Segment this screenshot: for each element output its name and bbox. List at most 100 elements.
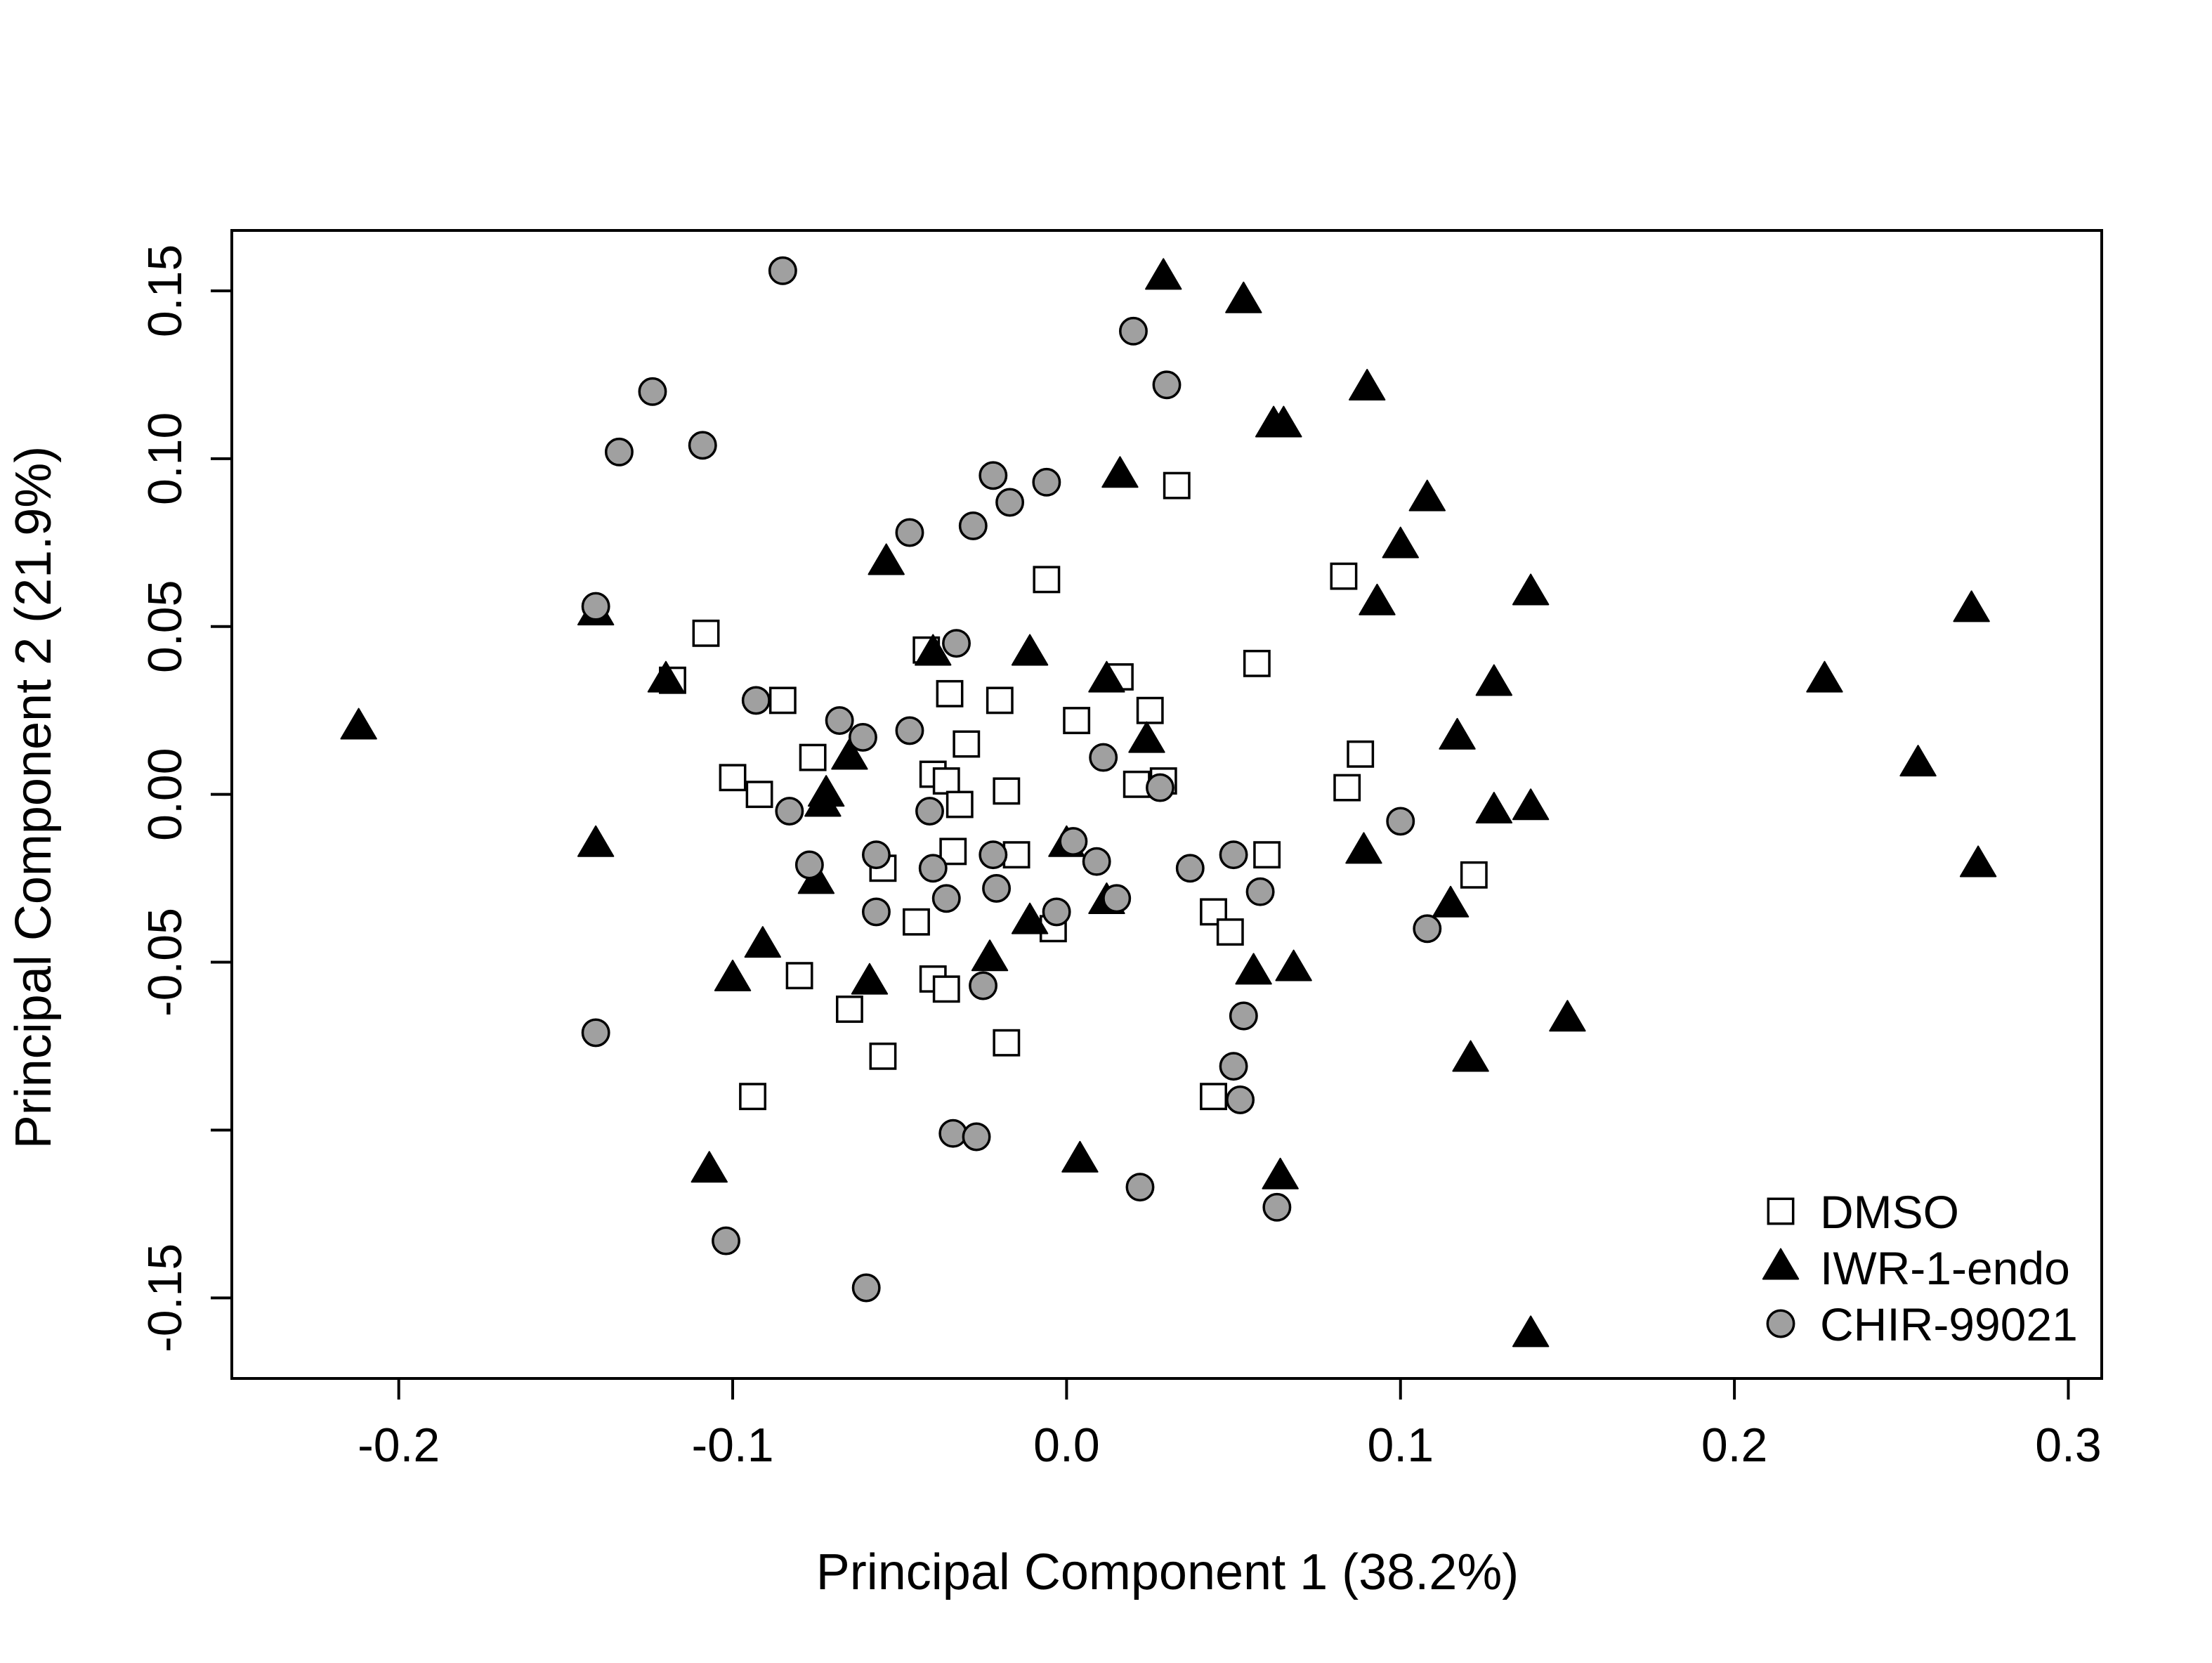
data-point — [794, 850, 824, 880]
data-point — [915, 797, 944, 826]
data-point — [1102, 884, 1132, 913]
data-point — [688, 431, 717, 460]
data-point — [712, 1226, 740, 1256]
y-tick-label: 0.15 — [138, 244, 192, 337]
data-point — [1225, 281, 1262, 313]
legend-marker — [1766, 1309, 1795, 1338]
data-point — [1033, 566, 1061, 594]
data-point — [745, 781, 773, 809]
data-point — [969, 971, 998, 1000]
data-point — [785, 962, 813, 990]
data-point — [939, 837, 967, 866]
data-point — [744, 926, 782, 958]
data-point — [903, 908, 930, 936]
series-iwr-1-endo — [340, 258, 1997, 1348]
data-point — [1382, 526, 1419, 559]
data-point — [1125, 1173, 1155, 1202]
data-point — [1146, 773, 1174, 802]
data-point — [861, 840, 891, 870]
data-point — [1063, 707, 1091, 734]
data-point — [1333, 774, 1361, 802]
data-point — [1145, 258, 1182, 290]
x-tick-label: 0.3 — [2035, 1419, 2102, 1472]
data-point — [1512, 788, 1550, 821]
data-point — [1475, 664, 1513, 696]
data-point — [1229, 1001, 1258, 1031]
data-point — [1452, 1040, 1489, 1072]
data-point — [1330, 562, 1358, 590]
data-point — [799, 743, 827, 771]
data-point — [835, 996, 863, 1023]
data-point — [869, 1042, 897, 1070]
data-point — [604, 437, 634, 467]
data-point — [1082, 847, 1111, 876]
data-point — [1413, 914, 1442, 944]
data-point — [1123, 770, 1151, 798]
data-point — [741, 686, 771, 715]
data-point — [1243, 649, 1271, 677]
data-point — [1088, 660, 1125, 693]
data-point — [986, 686, 1014, 715]
data-point — [1128, 721, 1165, 753]
data-point — [895, 518, 924, 547]
plot-layer — [340, 256, 1997, 1348]
data-point — [982, 873, 1012, 903]
x-tick-label: -0.1 — [691, 1419, 773, 1472]
data-point — [581, 1018, 610, 1048]
data-point — [962, 1122, 991, 1152]
data-point — [953, 730, 981, 758]
axes-layer: -0.2 -0.1 0.0 0.1 0.2 0.3 -0.15 -0.05 0.00 0.05 0.… — [138, 229, 2103, 1472]
data-point — [1152, 370, 1182, 400]
data-point — [1262, 1157, 1299, 1189]
data-point — [1345, 832, 1382, 864]
data-point — [1959, 845, 1997, 878]
data-point — [1119, 316, 1148, 346]
x-tick-label: 0.2 — [1701, 1419, 1768, 1472]
data-point — [918, 854, 948, 883]
data-point — [915, 634, 952, 666]
data-point — [861, 897, 891, 927]
data-point — [1512, 573, 1550, 606]
data-point — [1265, 405, 1302, 438]
x-axis-title: Principal Component 1 (38.2%) — [816, 1544, 1519, 1600]
data-point — [993, 1029, 1021, 1057]
data-point — [1200, 1083, 1227, 1111]
data-point — [1806, 660, 1843, 693]
data-point — [1245, 877, 1275, 906]
x-tick-label: 0.0 — [1033, 1419, 1100, 1472]
data-point — [868, 543, 905, 575]
data-point — [577, 825, 615, 857]
series-chir-99021 — [581, 256, 1442, 1303]
legend-label: DMSO — [1820, 1186, 1959, 1238]
x-tick-label: 0.1 — [1367, 1419, 1434, 1472]
data-point — [638, 377, 667, 406]
data-point — [1275, 949, 1312, 982]
data-point — [1175, 854, 1205, 883]
y-tick-label: 0.10 — [138, 412, 192, 505]
data-point — [1460, 861, 1488, 889]
data-point — [979, 461, 1008, 490]
data-point — [804, 785, 842, 817]
data-point — [936, 679, 964, 707]
data-point — [1432, 885, 1470, 918]
data-point — [993, 777, 1021, 805]
data-point — [851, 963, 889, 995]
data-point — [1408, 479, 1446, 511]
data-point — [1136, 696, 1164, 724]
data-point — [719, 764, 747, 792]
data-point — [768, 256, 797, 285]
data-point — [1253, 841, 1281, 869]
data-point — [938, 1119, 968, 1148]
data-point — [775, 797, 804, 826]
legend-marker — [1767, 1197, 1795, 1225]
data-point — [1899, 745, 1937, 777]
data-point — [942, 629, 971, 658]
data-point — [831, 738, 868, 770]
data-point — [1002, 841, 1030, 869]
data-point — [340, 707, 377, 740]
data-point — [692, 619, 720, 647]
data-point — [1219, 1052, 1248, 1081]
data-point — [825, 706, 854, 736]
y-tick-label: -0.05 — [138, 908, 192, 1017]
data-point — [1059, 827, 1088, 856]
